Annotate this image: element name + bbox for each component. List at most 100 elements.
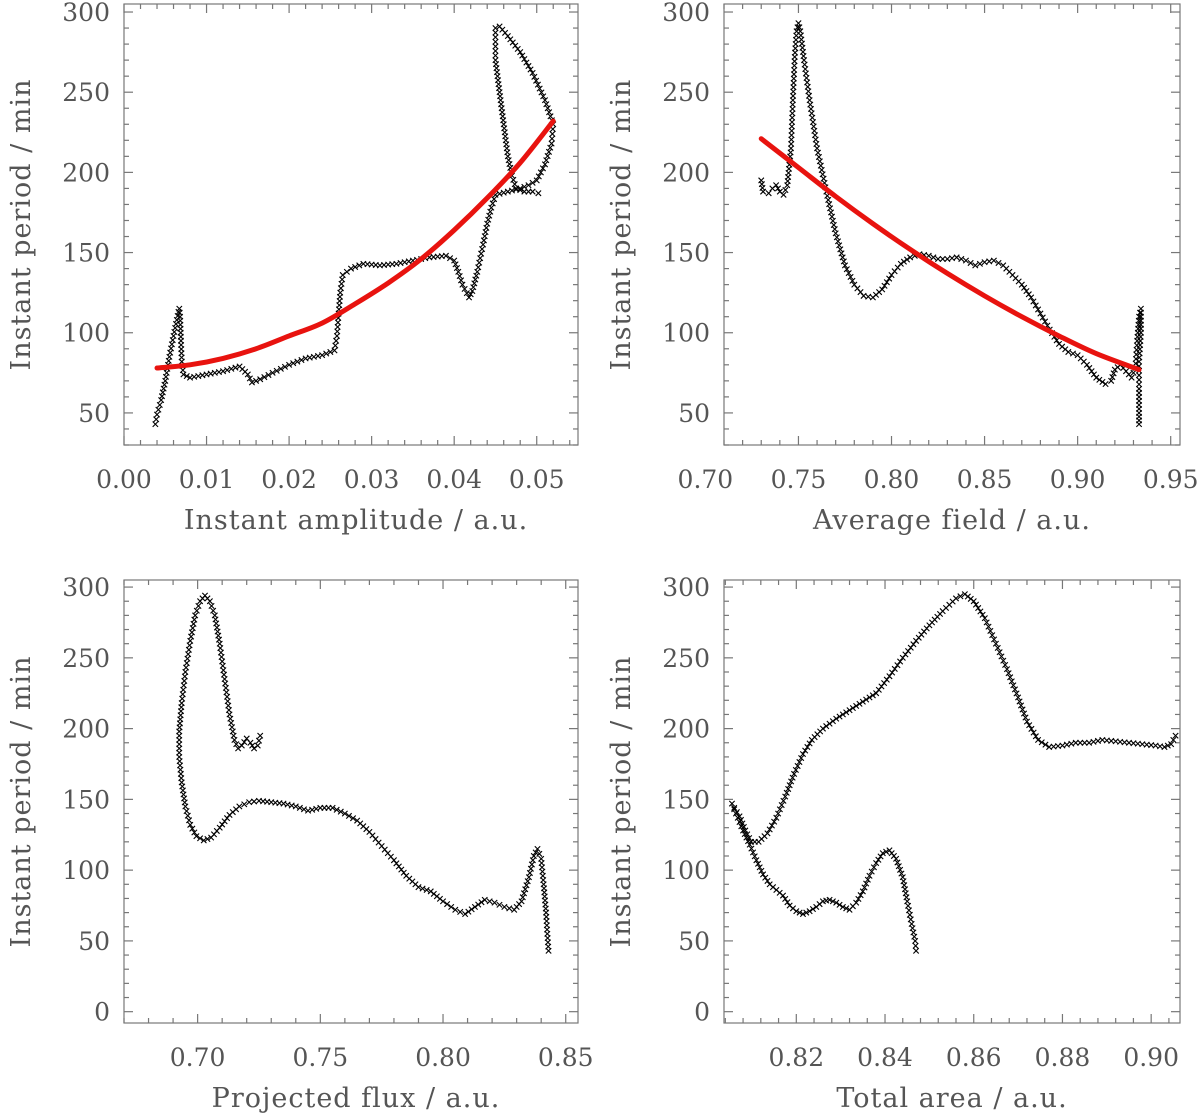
data-point [996,649,1003,656]
data-point [238,742,245,749]
data-point [846,707,853,714]
data-point [479,246,486,253]
data-point [544,152,551,160]
data-point [457,908,464,915]
data-point [459,281,466,288]
data-point [1003,666,1011,673]
data-point [533,177,540,184]
data-point [1002,661,1009,669]
data-point [840,258,847,265]
data-point [953,254,960,261]
data-point [883,279,890,286]
data-point [786,902,793,909]
data-point [1015,694,1022,701]
y-tick-label: 250 [662,78,710,107]
data-point [153,416,160,423]
data-point [877,853,884,860]
data-point [535,173,542,180]
data-point [1128,374,1135,381]
data-point [762,874,769,881]
data-point [1072,739,1079,746]
data-point [981,259,988,266]
data-point [903,256,911,263]
x-tick-label: 0.90 [1050,465,1106,494]
data-point [182,803,189,810]
data-point [489,200,496,207]
x-axis-label: Projected flux / a.u. [212,1083,501,1114]
x-tick-label: 0.75 [771,465,827,494]
x-tick-label: 0.75 [292,1043,348,1072]
plot-frame [723,3,1181,446]
data-point [490,196,498,203]
y-tick-label: 250 [662,644,710,673]
x-tick-label: 0.88 [1035,1043,1091,1072]
data-point [452,906,459,913]
data-point [748,845,755,852]
y-axis-label: Instant period / min [6,656,37,948]
data-point [252,377,260,384]
data-point [1135,372,1143,379]
data-point [1000,657,1007,664]
data-point [1110,370,1117,377]
data-point [1025,291,1032,298]
data-point [855,895,862,903]
x-tick-label: 0.02 [261,465,317,494]
data-point [193,833,200,840]
data-point [1023,287,1030,295]
data-point [775,810,782,817]
data-point [841,262,849,269]
data-point [983,619,990,626]
data-point [904,902,912,909]
data-point [847,273,854,281]
data-point [290,360,297,367]
y-tick-label: 250 [62,644,110,673]
data-point [765,190,772,197]
data-point [423,886,430,894]
data-point [541,97,549,104]
data-point [764,830,771,837]
data-point [845,270,852,277]
data-point [491,899,498,906]
data-point [759,871,767,878]
y-tick-label: 150 [62,239,110,268]
data-point [300,806,308,813]
data-point [957,593,964,600]
data-point [1088,368,1095,375]
data-point [333,806,340,813]
data-point [519,894,526,901]
y-tick-label: 300 [662,0,710,27]
y-tick-label: 0 [694,998,710,1027]
data-point [839,903,846,911]
data-point [536,85,543,92]
data-point [886,673,893,680]
data-point [341,810,348,817]
data-point [1135,376,1143,383]
data-point [545,947,552,954]
x-tick-label: 0.90 [1123,1043,1179,1072]
y-tick-label: 200 [62,715,110,744]
data-point [889,669,896,676]
data-point [265,371,272,379]
data-point [352,263,359,271]
data-point [739,820,746,827]
data-point [907,254,914,261]
data-point [786,782,793,789]
data-point [184,812,191,819]
data-point [1037,310,1044,317]
data-point [1135,358,1143,365]
data-point [196,598,204,605]
data-point [1032,733,1039,740]
data-point [731,804,738,811]
data-point [813,903,820,911]
data-point [236,803,243,810]
data-point [819,725,827,732]
data-point [332,342,339,349]
data-point [155,406,162,413]
x-tick-label: 0.85 [957,465,1013,494]
y-tick-label: 250 [62,78,110,107]
data-point [529,188,536,195]
data-point [766,826,773,833]
data-point [886,275,893,282]
data-point [879,850,886,857]
